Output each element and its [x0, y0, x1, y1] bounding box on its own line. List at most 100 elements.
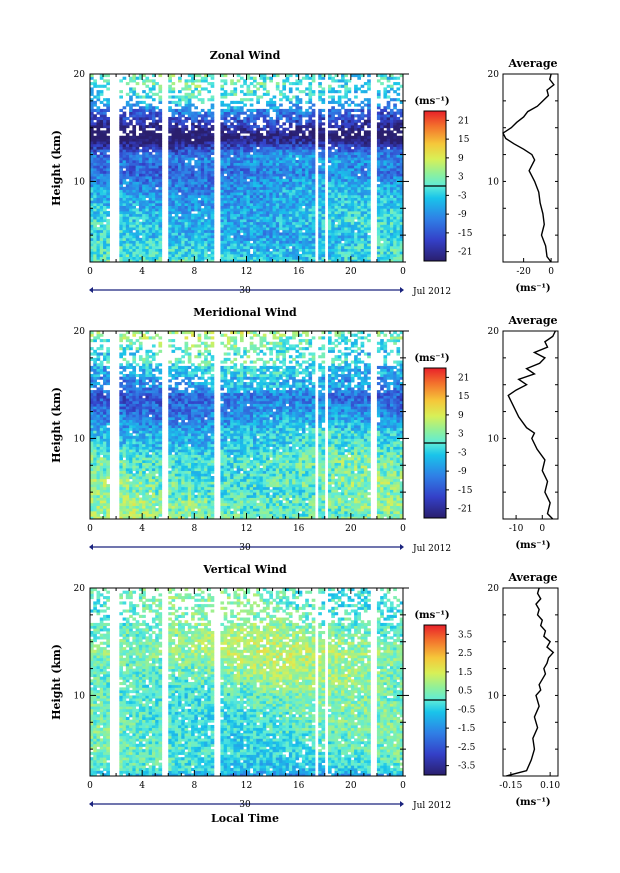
heatmap-cell: [175, 95, 179, 98]
heatmap-cell: [318, 144, 322, 147]
heatmap-cell: [312, 130, 316, 133]
heatmap-cell: [100, 85, 104, 88]
heatmap-cell: [145, 77, 149, 80]
heatmap-cell: [341, 192, 345, 195]
heatmap-cell: [129, 192, 133, 195]
heatmap-cell: [103, 149, 107, 152]
heatmap-cell: [390, 246, 394, 249]
heatmap-cell: [302, 125, 306, 128]
heatmap-cell: [328, 219, 332, 222]
heatmap-cell: [168, 214, 172, 217]
heatmap-cell: [351, 257, 355, 260]
heatmap-cell: [181, 163, 185, 166]
heatmap-cell: [119, 144, 123, 147]
heatmap-cell: [312, 241, 316, 244]
heatmap-cell: [168, 168, 172, 171]
heatmap-cell: [279, 130, 283, 133]
heatmap-cell: [348, 112, 352, 115]
heatmap-cell: [188, 79, 192, 82]
heatmap-cell: [132, 211, 136, 214]
heatmap-cell: [100, 238, 104, 241]
heatmap-cell: [292, 257, 296, 260]
heatmap-cell: [253, 200, 257, 203]
heatmap-cell: [302, 222, 306, 225]
heatmap-cell: [348, 251, 352, 254]
heatmap-cell: [211, 160, 215, 163]
heatmap-cell: [348, 222, 352, 225]
heatmap-cell: [158, 101, 162, 104]
heatmap-cell: [178, 122, 182, 125]
heatmap-cell: [207, 241, 211, 244]
heatmap-cell: [201, 198, 205, 201]
heatmap-cell: [188, 106, 192, 109]
heatmap-cell: [175, 130, 179, 133]
heatmap-cell: [175, 136, 179, 139]
heatmap-cell: [220, 173, 224, 176]
heatmap-cell: [185, 198, 189, 201]
heatmap-cell: [367, 114, 371, 117]
heatmap-cell: [269, 208, 273, 211]
heatmap-cell: [318, 203, 322, 206]
heatmap-cell: [149, 222, 153, 225]
heatmap-cell: [103, 136, 107, 139]
heatmap-cell: [198, 155, 202, 158]
heatmap-cell: [178, 173, 182, 176]
heatmap-cell: [185, 95, 189, 98]
heatmap-cell: [364, 136, 368, 139]
heatmap-cell: [361, 216, 365, 219]
heatmap-cell: [227, 251, 231, 254]
heatmap-cell: [158, 149, 162, 152]
heatmap-cell: [198, 249, 202, 252]
heatmap-cell: [175, 187, 179, 190]
heatmap-cell: [292, 82, 296, 85]
heatmap-cell: [119, 165, 123, 168]
heatmap-cell: [90, 246, 94, 249]
heatmap-cell: [331, 206, 335, 209]
heatmap-cell: [273, 227, 277, 230]
heatmap-cell: [243, 230, 247, 233]
heatmap-cell: [191, 251, 195, 254]
heatmap-cell: [377, 90, 381, 93]
heatmap-cell: [286, 163, 290, 166]
heatmap-cell: [227, 104, 231, 107]
heatmap-cell: [305, 157, 309, 160]
heatmap-cell: [237, 122, 241, 125]
heatmap-cell: [364, 104, 368, 107]
heatmap-cell: [247, 117, 251, 120]
heatmap-cell: [253, 79, 257, 82]
heatmap-cell: [123, 219, 127, 222]
heatmap-cell: [240, 120, 244, 123]
heatmap-cell: [279, 181, 283, 184]
heatmap-cell: [172, 125, 176, 128]
heatmap-cell: [207, 120, 211, 123]
heatmap-cell: [198, 171, 202, 174]
heatmap-cell: [387, 230, 391, 233]
heatmap-cell: [175, 227, 179, 230]
heatmap-cell: [211, 128, 215, 131]
heatmap-cell: [387, 85, 391, 88]
heatmap-cell: [97, 230, 101, 233]
heatmap-cell: [136, 198, 140, 201]
heatmap-cell: [279, 224, 283, 227]
heatmap-cell: [227, 184, 231, 187]
heatmap-cell: [201, 120, 205, 123]
heatmap-cell: [250, 198, 254, 201]
heatmap-cell: [178, 168, 182, 171]
heatmap-cell: [247, 189, 251, 192]
heatmap-cell: [321, 101, 325, 104]
heatmap-cell: [136, 149, 140, 152]
heatmap-cell: [260, 222, 264, 225]
heatmap-cell: [152, 222, 156, 225]
heatmap-cell: [126, 195, 130, 198]
heatmap-cell: [256, 235, 260, 238]
heatmap-cell: [305, 184, 309, 187]
heatmap-cell: [181, 254, 185, 257]
heatmap-cell: [207, 192, 211, 195]
heatmap-cell: [233, 117, 237, 120]
heatmap-cell: [106, 101, 110, 104]
heatmap-cell: [198, 114, 202, 117]
heatmap-cell: [321, 246, 325, 249]
heatmap-cell: [100, 241, 104, 244]
heatmap-cell: [106, 257, 110, 260]
heatmap-cell: [335, 125, 339, 128]
